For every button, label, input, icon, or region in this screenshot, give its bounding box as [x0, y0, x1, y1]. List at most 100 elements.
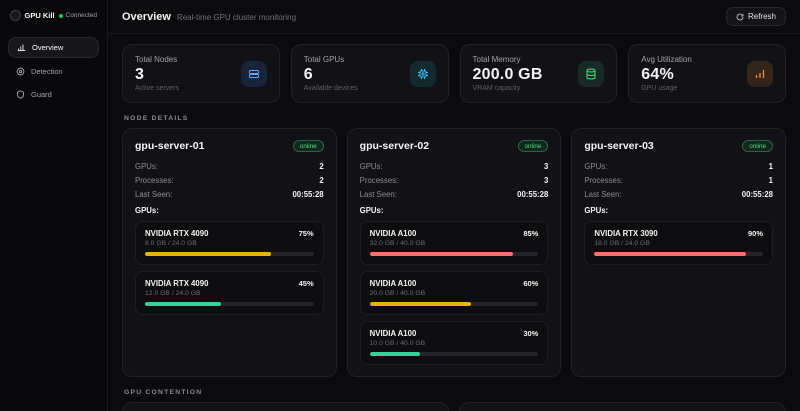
node-name: gpu-server-02 [359, 140, 430, 152]
stat-label: Avg Utilization [641, 55, 692, 64]
gpu-utilization: 45% [298, 279, 314, 288]
last-seen-value: 00:55:28 [741, 189, 773, 199]
utilization-bar-fill [369, 352, 421, 356]
utilization-bar-fill [145, 302, 221, 306]
gpu-row: NVIDIA A100 85% 32.0 GB / 40.0 GB [359, 221, 549, 265]
gpu-list-label: GPUs: [359, 206, 384, 215]
gpu-memory: 12.0 GB / 24.0 GB [145, 290, 201, 297]
gpu-row: NVIDIA RTX 4090 45% 12.0 GB / 24.0 GB [135, 271, 324, 315]
gpus-count-value: 1 [768, 161, 773, 171]
page-header: Overview Real-time GPU cluster monitorin… [108, 0, 800, 34]
gpu-name: NVIDIA A100 [369, 279, 417, 288]
stat-caption: Available devices [303, 85, 358, 92]
gpu-row: NVIDIA A100 30% 10.0 GB / 40.0 GB [359, 321, 549, 365]
utilization-bar [369, 352, 539, 356]
gpu-contention-section-title: GPU CONTENTION [124, 389, 203, 396]
gpu-name: NVIDIA RTX 4090 [145, 229, 209, 238]
status-badge: online [517, 140, 549, 152]
gpu-name: NVIDIA A100 [369, 229, 417, 238]
main-area: Overview Real-time GPU cluster monitorin… [108, 0, 800, 411]
stat-card-total-gpus: Total GPUs 6 Available devices [290, 44, 449, 103]
gpus-count-value: 3 [543, 161, 549, 171]
stat-value: 200.0 GB [472, 66, 543, 83]
gpu-memory: 10.0 GB / 40.0 GB [369, 340, 426, 347]
refresh-icon [736, 13, 744, 21]
gpu-row: NVIDIA RTX 3090 90% 18.0 GB / 24.0 GB [584, 221, 773, 265]
contention-cards: Blocked GPUs NVIDIA RTX 3090 (node-003) … [122, 402, 786, 411]
utilization-bar [369, 252, 539, 256]
gpu-row: NVIDIA A100 60% 20.0 GB / 40.0 GB [359, 271, 549, 315]
gpu-name: NVIDIA RTX 3090 [594, 229, 658, 238]
sidebar-nav: Overview Detection Guard [8, 37, 99, 104]
logo-row: GPU Kill Connected [8, 8, 99, 31]
status-badge: online [742, 140, 773, 152]
last-seen-value: 00:55:28 [292, 189, 324, 199]
connection-status: Connected [58, 12, 97, 19]
status-badge: online [292, 140, 324, 152]
sidebar-item-overview[interactable]: Overview [8, 37, 99, 58]
stat-value: 64% [641, 66, 674, 83]
sidebar-item-label: Overview [32, 43, 64, 52]
utilization-bar [145, 252, 314, 256]
node-name: gpu-server-03 [584, 140, 654, 152]
utilization-bar [594, 252, 763, 256]
stat-label: Total Memory [472, 55, 521, 64]
last-seen-value: 00:55:28 [517, 189, 549, 199]
last-seen-label: Last Seen: [359, 189, 397, 199]
content: Total Nodes 3 Active servers Total GPUs … [108, 34, 800, 411]
stat-caption: Active servers [135, 85, 179, 92]
utilization-bar-fill [594, 252, 747, 256]
processes-value: 1 [768, 175, 773, 185]
gpu-utilization: 30% [523, 329, 539, 338]
gpu-list-label: GPUs: [135, 206, 159, 215]
gpus-count-label: GPUs: [584, 161, 608, 171]
gpu-utilization: 85% [523, 229, 539, 238]
processes-value: 3 [543, 175, 549, 185]
sidebar-item-label: Guard [31, 90, 52, 99]
sidebar-item-guard[interactable]: Guard [8, 85, 99, 104]
blocked-gpus-card: Blocked GPUs NVIDIA RTX 3090 (node-003) … [122, 402, 449, 411]
stat-card-total-memory: Total Memory 200.0 GB VRAM capacity [459, 44, 618, 103]
utilization-bar [145, 302, 314, 306]
gpus-count-label: GPUs: [135, 161, 158, 171]
gpu-kill-logo-icon [10, 10, 21, 21]
stat-label: Total GPUs [303, 55, 345, 64]
utilization-bar [369, 302, 539, 306]
sidebar-item-label: Detection [31, 67, 63, 76]
processes-label: Processes: [135, 175, 174, 185]
last-seen-label: Last Seen: [584, 189, 622, 199]
node-details-section-title: NODE DETAILS [124, 115, 189, 122]
utilization-bar-fill [145, 252, 272, 256]
stat-label: Total Nodes [135, 55, 178, 64]
stat-value: 6 [303, 66, 313, 83]
gpu-memory: 18.0 GB / 24.0 GB [594, 240, 650, 247]
stat-card-total-nodes: Total Nodes 3 Active servers [122, 44, 280, 103]
gpu-memory: 8.0 GB / 24.0 GB [145, 240, 197, 247]
last-seen-label: Last Seen: [135, 189, 173, 199]
gpu-utilization: 60% [523, 279, 539, 288]
node-card-gpu-server-01: gpu-server-01 online GPUs: 2 Processes: 2 … [122, 128, 337, 377]
shield-icon [16, 90, 25, 99]
node-name: gpu-server-01 [135, 140, 205, 152]
bar-chart-icon [747, 60, 773, 87]
gpu-memory: 32.0 GB / 40.0 GB [369, 240, 426, 247]
processes-value: 2 [319, 175, 324, 185]
top-users-card: Top Users 1 charlie 85% [459, 402, 786, 411]
gpu-row: NVIDIA RTX 4090 75% 8.0 GB / 24.0 GB [135, 221, 324, 265]
utilization-bar-fill [369, 252, 514, 256]
gpu-memory: 20.0 GB / 40.0 GB [369, 290, 426, 297]
server-icon [240, 60, 267, 87]
stat-value: 3 [135, 66, 145, 83]
connection-status-label: Connected [65, 12, 97, 19]
gpu-list-label: GPUs: [584, 206, 609, 215]
gpu-utilization: 90% [747, 229, 763, 238]
gpu-name: NVIDIA RTX 4090 [145, 279, 209, 288]
node-cards: gpu-server-01 online GPUs: 2 Processes: 2 … [122, 128, 786, 377]
connected-dot-icon [58, 13, 63, 18]
processes-label: Processes: [584, 175, 623, 185]
database-icon [578, 60, 605, 87]
sidebar-item-detection[interactable]: Detection [8, 62, 99, 81]
processes-label: Processes: [359, 175, 399, 185]
refresh-button[interactable]: Refresh [725, 7, 786, 26]
bar-chart-icon [17, 43, 26, 52]
